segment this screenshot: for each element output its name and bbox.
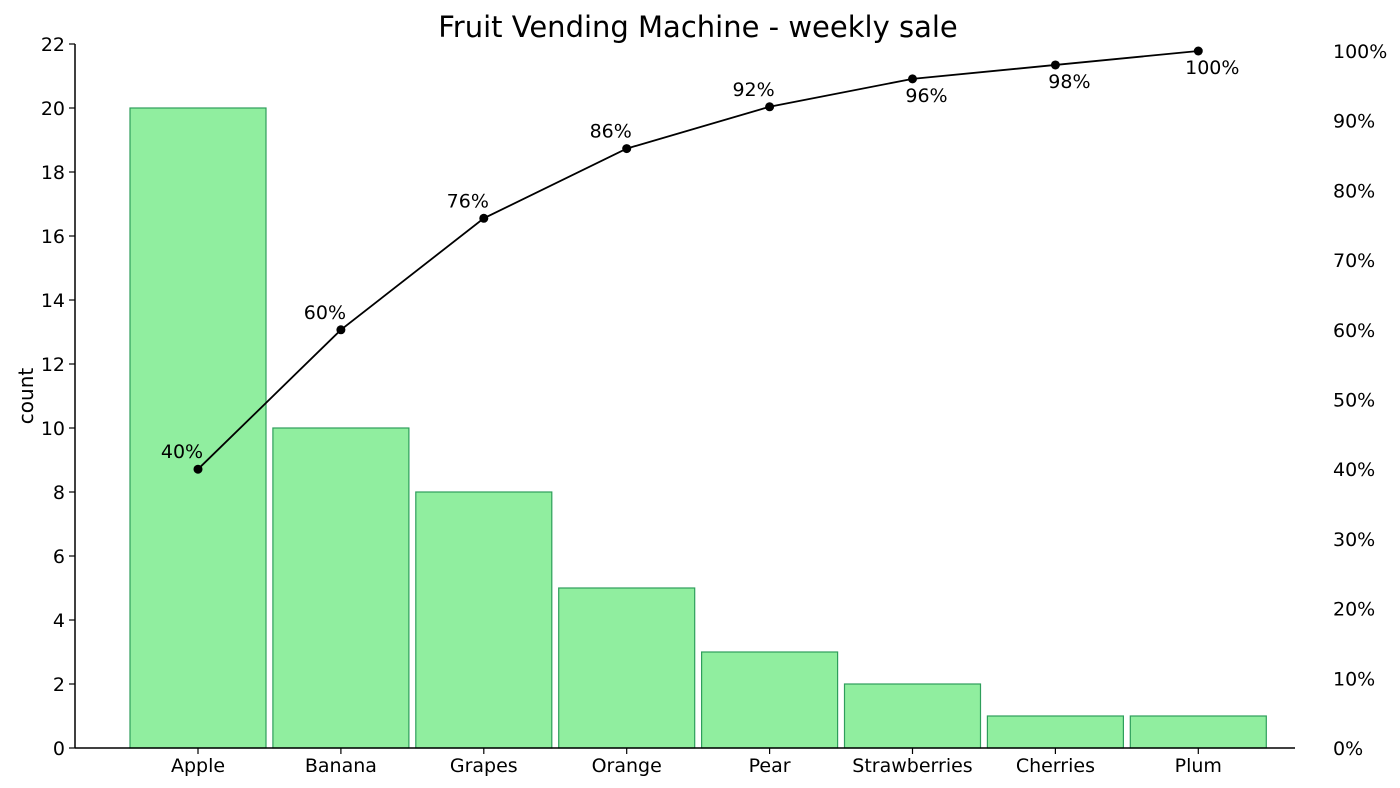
x-tick-label: Pear [749, 755, 791, 777]
right-tick-label: 70% [1333, 250, 1375, 272]
cumulative-polyline [197, 50, 1199, 470]
right-tick-label: 60% [1333, 320, 1375, 342]
y-tick-label: 16 [41, 226, 65, 248]
right-tick-label: 0% [1333, 738, 1363, 760]
right-tick-label: 50% [1333, 390, 1375, 412]
y-tick-label: 6 [53, 546, 65, 568]
bar-cherries [986, 715, 1125, 749]
y-tick-label: 8 [53, 482, 65, 504]
x-tick-label: Orange [592, 755, 662, 777]
x-axis: Apple Banana Grapes Orange Pear Strawberries C… [75, 747, 1295, 777]
right-tick-label: 40% [1333, 459, 1375, 481]
cumulative-label: 76% [447, 190, 489, 212]
x-tick-label: Banana [305, 755, 377, 777]
cumulative-point [336, 325, 346, 335]
y-tick-label: 12 [41, 354, 65, 376]
cumulative-point [765, 102, 775, 112]
x-tick-label: Strawberries [852, 755, 972, 777]
bar-pear [700, 651, 839, 749]
cumulative-label: 92% [732, 79, 774, 101]
y-tick-label: 0 [53, 738, 65, 760]
cumulative-label: 96% [905, 85, 947, 107]
cumulative-label: 60% [304, 302, 346, 324]
y-tick-label: 4 [53, 610, 65, 632]
y-tick-label: 18 [41, 162, 65, 184]
x-tick-label: Cherries [1016, 755, 1095, 777]
bar-grapes [415, 491, 553, 749]
right-tick-label: 10% [1333, 668, 1375, 690]
cumulative-point [908, 74, 917, 84]
cumulative-point [1050, 60, 1060, 70]
y-tick-label: 2 [53, 674, 65, 696]
right-tick-label: 100% [1333, 41, 1387, 63]
bar-strawberries [843, 683, 982, 749]
x-tick-label: Plum [1175, 755, 1222, 777]
x-tick-label: Grapes [450, 755, 518, 777]
y-tick-label: 14 [41, 290, 65, 312]
bar-apple [129, 107, 267, 749]
cumulative-line: 40% 60% 76% 86% 92% 96% 98% 100% [161, 46, 1239, 474]
bar-banana [272, 427, 410, 749]
cumulative-label: 40% [161, 441, 203, 463]
cumulative-point [1193, 46, 1203, 56]
cumulative-label: 98% [1048, 71, 1090, 93]
bar-plum [1129, 715, 1267, 749]
cumulative-point [479, 213, 489, 223]
y-tick-label: 20 [41, 98, 65, 120]
right-y-axis: 0% 10% 20% 30% 40% 50% 60% 70% 80% 90% 100% [1333, 41, 1387, 760]
right-tick-label: 80% [1333, 180, 1375, 202]
right-tick-label: 20% [1333, 599, 1375, 621]
cumulative-point [193, 464, 203, 474]
chart-title: Fruit Vending Machine - weekly sale [438, 10, 958, 44]
left-y-axis: 0 2 4 6 8 10 12 14 16 18 20 22 [41, 34, 76, 760]
cumulative-label: 100% [1185, 57, 1239, 79]
cumulative-point [622, 144, 632, 154]
x-tick-label: Apple [171, 755, 225, 777]
y-tick-label: 22 [41, 34, 65, 56]
right-tick-label: 90% [1333, 111, 1375, 133]
bars-group [129, 107, 1267, 749]
right-tick-label: 30% [1333, 529, 1375, 551]
y-tick-label: 10 [41, 418, 65, 440]
y-axis-label: count [14, 368, 38, 425]
bar-orange [558, 587, 696, 749]
cumulative-label: 86% [590, 121, 632, 143]
